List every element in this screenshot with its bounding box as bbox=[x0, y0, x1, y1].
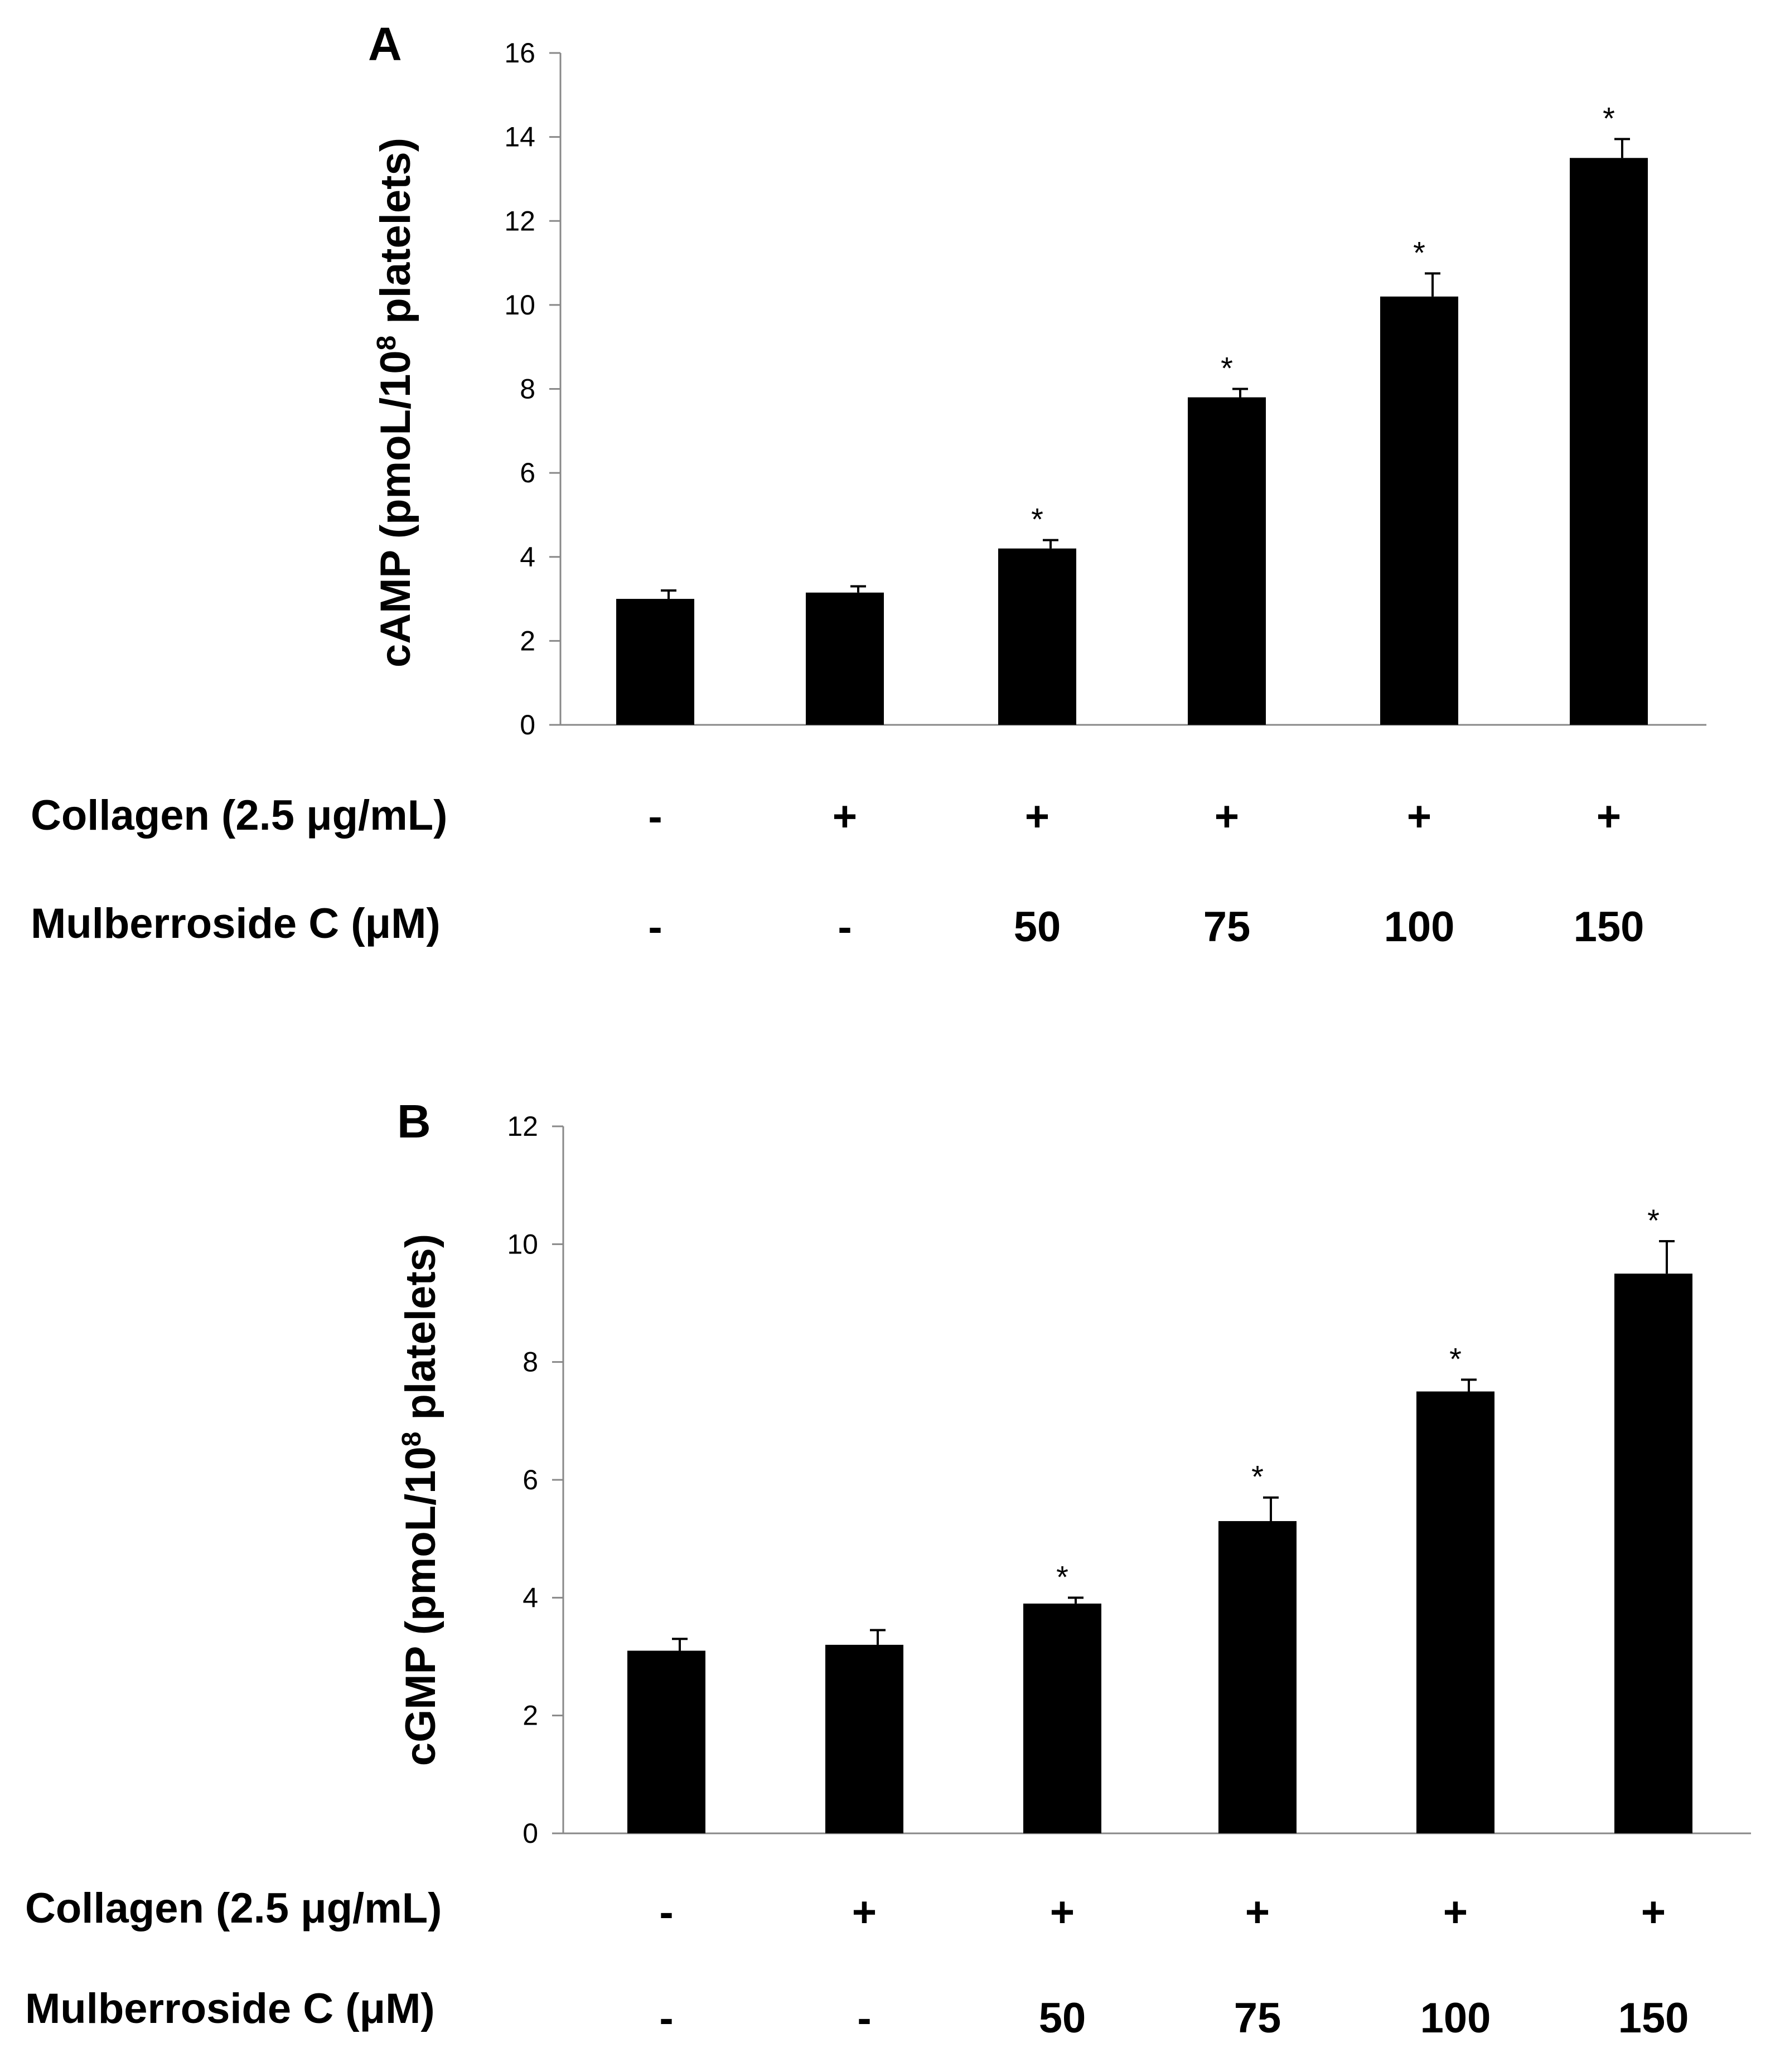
collagen-value: + bbox=[1050, 1889, 1075, 1936]
mulberroside-row-label: Mulberroside C (μM) bbox=[25, 1985, 435, 2032]
y-tick-label: 6 bbox=[520, 457, 535, 488]
y-tick-label: 10 bbox=[507, 1228, 538, 1260]
bar bbox=[1218, 1521, 1297, 1833]
y-tick-label: 8 bbox=[523, 1347, 538, 1378]
bar bbox=[998, 548, 1076, 725]
collagen-row-label: Collagen (2.5 μg/mL) bbox=[31, 792, 447, 839]
collagen-value: - bbox=[648, 793, 662, 840]
bar bbox=[825, 1644, 903, 1833]
collagen-value: + bbox=[1597, 793, 1621, 840]
bar bbox=[1570, 158, 1648, 725]
bar bbox=[1416, 1391, 1494, 1833]
mulberroside-value: 100 bbox=[1384, 903, 1455, 951]
bar bbox=[627, 1650, 705, 1833]
y-axis-label: cAMP (pmoL/108 platelets) bbox=[372, 138, 419, 667]
y-tick-label: 4 bbox=[520, 541, 535, 573]
collagen-row-label: Collagen (2.5 μg/mL) bbox=[25, 1885, 442, 1932]
y-tick-label: 4 bbox=[523, 1582, 538, 1613]
panel-label: A bbox=[368, 18, 402, 70]
bar bbox=[1023, 1603, 1101, 1833]
mulberroside-value: 50 bbox=[1014, 903, 1061, 951]
bar bbox=[616, 599, 694, 725]
y-axis-label: cGMP (pmoL/108 platelets) bbox=[397, 1234, 444, 1766]
mulberroside-value: 150 bbox=[1574, 903, 1644, 951]
bar-group: * * * * bbox=[627, 1203, 1692, 1833]
significance-marker: * bbox=[1031, 502, 1043, 537]
collagen-value: + bbox=[1245, 1889, 1270, 1936]
collagen-value: + bbox=[1215, 793, 1239, 840]
panel-a: A cAMP (pmoL/108 platelets) 0 2 4 6 8 10 12 14 1… bbox=[31, 18, 1706, 951]
collagen-value: + bbox=[852, 1889, 877, 1936]
axis-group: 0 2 4 6 8 10 12 bbox=[507, 1111, 1751, 1849]
collagen-value: + bbox=[1641, 1889, 1666, 1936]
mulberroside-value: 100 bbox=[1420, 1994, 1491, 2042]
mulberroside-value: 50 bbox=[1039, 1994, 1086, 2042]
y-tick-label: 16 bbox=[504, 37, 535, 69]
collagen-value: + bbox=[1407, 793, 1431, 840]
y-tick-label: 10 bbox=[504, 289, 535, 321]
significance-marker: * bbox=[1603, 100, 1615, 135]
bar bbox=[1380, 296, 1458, 725]
mulberroside-value: - bbox=[838, 903, 852, 951]
y-tick-label: 0 bbox=[520, 709, 535, 740]
y-tick-label: 0 bbox=[523, 1818, 538, 1849]
collagen-value: + bbox=[833, 793, 857, 840]
significance-marker: * bbox=[1647, 1203, 1660, 1238]
collagen-row: - + + + + + bbox=[659, 1889, 1666, 1936]
significance-marker: * bbox=[1221, 351, 1233, 386]
mulberroside-value: - bbox=[659, 1994, 673, 2042]
mulberroside-value: - bbox=[648, 903, 662, 951]
bar-group: * * * * bbox=[616, 100, 1648, 725]
y-tick-label: 2 bbox=[523, 1700, 538, 1731]
collagen-value: - bbox=[659, 1889, 673, 1936]
significance-marker: * bbox=[1056, 1559, 1068, 1594]
panel-label: B bbox=[397, 1095, 431, 1148]
mulberroside-value: 75 bbox=[1234, 1994, 1281, 2042]
y-tick-label: 12 bbox=[504, 205, 535, 236]
y-tick-label: 6 bbox=[523, 1464, 538, 1495]
significance-marker: * bbox=[1449, 1341, 1462, 1376]
collagen-value: + bbox=[1025, 793, 1049, 840]
axis-group: 0 2 4 6 8 10 12 14 16 bbox=[504, 37, 1706, 740]
collagen-value: + bbox=[1443, 1889, 1468, 1936]
y-tick-label: 2 bbox=[520, 625, 535, 656]
y-tick-label: 8 bbox=[520, 374, 535, 405]
bar bbox=[1188, 397, 1266, 725]
mulberroside-value: - bbox=[857, 1994, 871, 2042]
y-tick-label: 12 bbox=[507, 1111, 538, 1142]
mulberroside-value: 150 bbox=[1618, 1994, 1689, 2042]
bar bbox=[806, 592, 884, 725]
bar bbox=[1614, 1274, 1692, 1833]
y-tick-label: 14 bbox=[504, 122, 535, 153]
significance-marker: * bbox=[1413, 235, 1425, 270]
mulberroside-value: 75 bbox=[1203, 903, 1251, 951]
mulberroside-row: - - 50 75 100 150 bbox=[659, 1994, 1689, 2042]
significance-marker: * bbox=[1251, 1459, 1264, 1494]
collagen-row: - + + + + + bbox=[648, 793, 1621, 840]
mulberroside-row-label: Mulberroside C (μM) bbox=[31, 900, 441, 947]
mulberroside-row: - - 50 75 100 150 bbox=[648, 903, 1644, 951]
